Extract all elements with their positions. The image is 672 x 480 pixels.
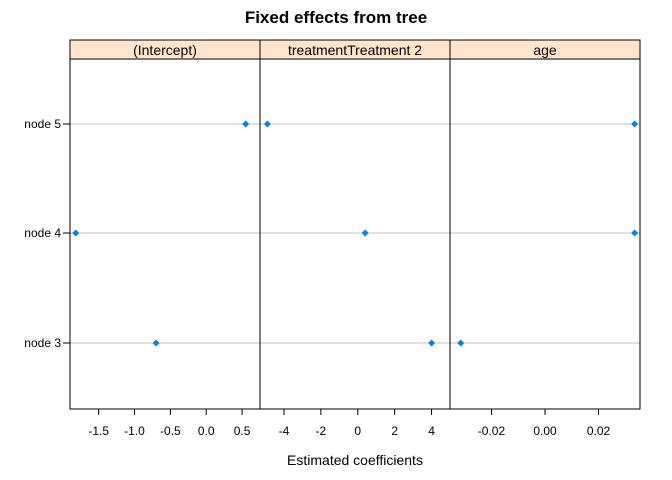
y-tick-label: node 5 bbox=[24, 117, 61, 131]
x-tick-label: -0.5 bbox=[160, 424, 181, 438]
panel-strip-label: treatmentTreatment 2 bbox=[288, 42, 422, 58]
panel-strip-label: age bbox=[533, 42, 557, 58]
x-tick-label: 4 bbox=[428, 424, 435, 438]
data-point bbox=[631, 120, 639, 128]
data-point bbox=[242, 120, 250, 128]
panel-0: (Intercept) -1.5 -1.0 -0.5 0.0 0.5 bbox=[69, 39, 261, 438]
panel-2: age -0.02 0.00 0.02 bbox=[449, 39, 641, 438]
panel-border bbox=[449, 58, 641, 410]
data-point bbox=[457, 339, 465, 347]
data-point bbox=[72, 229, 80, 237]
x-tick-label: -2 bbox=[316, 424, 327, 438]
x-tick-label: 0.0 bbox=[198, 424, 215, 438]
panels: (Intercept) -1.5 -1.0 -0.5 0.0 0.5 treatmentTr… bbox=[69, 39, 641, 438]
x-tick-label: -0.02 bbox=[478, 424, 506, 438]
y-axis: node 3 node 4 node 5 bbox=[24, 117, 70, 350]
x-axis-label: Estimated coefficients bbox=[287, 452, 423, 468]
panel-1: treatmentTreatment 2 -4 -2 0 2 4 bbox=[259, 39, 451, 438]
x-tick-label: 0 bbox=[354, 424, 361, 438]
data-point bbox=[152, 339, 160, 347]
x-tick-label: -1.5 bbox=[88, 424, 109, 438]
x-tick-label: 0.5 bbox=[234, 424, 251, 438]
panel-strip-label: (Intercept) bbox=[133, 42, 197, 58]
panel-border bbox=[259, 58, 451, 410]
data-point bbox=[631, 229, 639, 237]
x-tick-label: 0.02 bbox=[587, 424, 611, 438]
panel-border bbox=[69, 58, 261, 410]
y-tick-label: node 3 bbox=[24, 336, 61, 350]
data-point bbox=[263, 120, 271, 128]
x-tick-label: 0.00 bbox=[533, 424, 557, 438]
y-tick-label: node 4 bbox=[24, 226, 61, 240]
x-tick-label: 2 bbox=[391, 424, 398, 438]
x-tick-label: -1.0 bbox=[124, 424, 145, 438]
x-tick-label: -4 bbox=[279, 424, 290, 438]
chart-title: Fixed effects from tree bbox=[245, 8, 427, 27]
data-point bbox=[361, 229, 369, 237]
data-point bbox=[428, 339, 436, 347]
